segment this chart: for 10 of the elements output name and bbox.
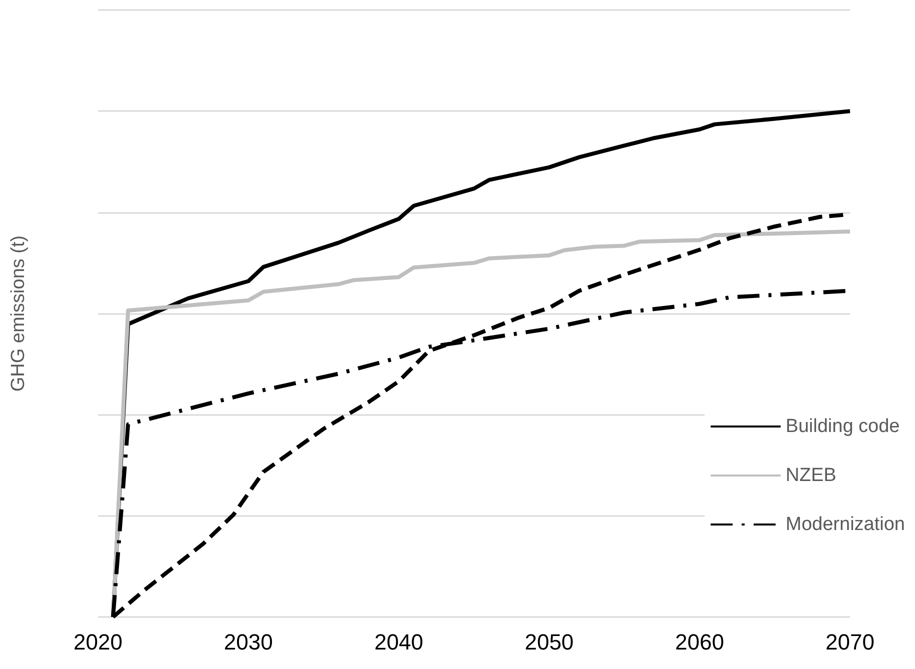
x-tick-label: 2060 (675, 630, 724, 654)
legend-label: Modernization (786, 514, 905, 535)
y-axis-title: GHG emissions (t) (8, 235, 29, 392)
legend-label: Building code (786, 416, 900, 437)
legend-label: NZEB (786, 465, 836, 486)
x-tick-label: 2030 (224, 630, 273, 654)
x-tick-label: 2050 (524, 630, 574, 654)
x-tick-label: 2070 (826, 630, 874, 654)
x-tick-label: 2040 (374, 630, 424, 654)
x-tick-label: 2020 (74, 630, 122, 654)
